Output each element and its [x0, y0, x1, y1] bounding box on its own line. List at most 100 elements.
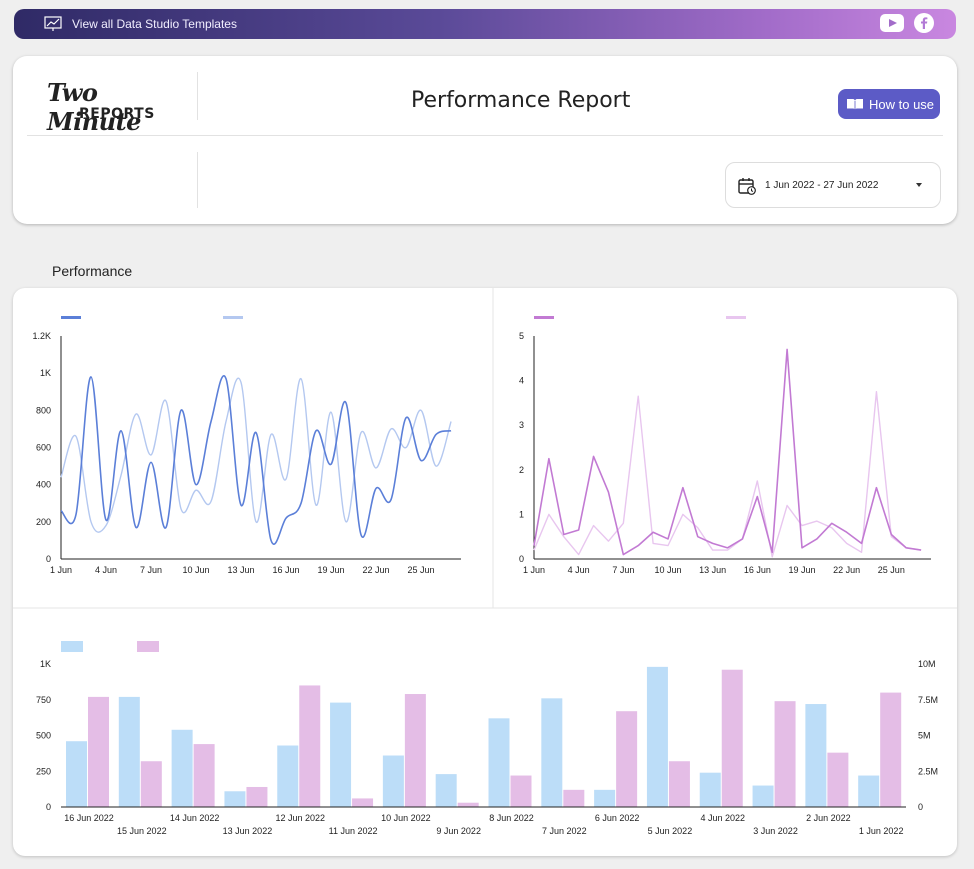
chart1-y-tick-label: 0 — [46, 554, 51, 564]
bar-series-2 — [299, 685, 321, 807]
bar-series-2 — [563, 789, 585, 807]
chart2-y-tick-label: 3 — [519, 420, 524, 430]
logo: Two Minute REPORTS — [47, 78, 187, 136]
bar-series-1 — [805, 704, 827, 807]
chart2-y-tick-label: 1 — [519, 509, 524, 519]
bar-series-2 — [88, 696, 109, 807]
chart2-x-tick-label: 22 Jun — [833, 565, 860, 575]
chart2-x-tick-label: 7 Jun — [612, 565, 634, 575]
chart1-x-tick-label: 19 Jun — [318, 565, 345, 575]
chart1-x-tick-label: 1 Jun — [50, 565, 72, 575]
chart2-x-tick-label: 1 Jun — [523, 565, 545, 575]
logo-bottom-text: REPORTS — [79, 106, 155, 122]
bar-category-label: 13 Jun 2022 — [223, 826, 273, 836]
chart2-series-line-2 — [533, 391, 922, 558]
youtube-icon[interactable] — [880, 14, 904, 32]
how-to-use-label: How to use — [869, 96, 935, 112]
chart2-y-tick-label: 4 — [519, 376, 524, 386]
bar-series-1 — [66, 741, 87, 807]
chart2-y-tick-label: 5 — [519, 331, 524, 341]
bar-category-label: 4 Jun 2022 — [700, 813, 745, 823]
chevron-down-icon — [916, 183, 922, 187]
facebook-icon[interactable] — [914, 13, 934, 33]
bar-right-tick-label: 7.5M — [918, 695, 938, 705]
bar-left-tick-label: 750 — [36, 695, 51, 705]
bar-series-2 — [457, 802, 479, 807]
bar-series-2 — [352, 798, 374, 807]
bar-series-1 — [224, 791, 246, 807]
bar-category-label: 9 Jun 2022 — [436, 826, 481, 836]
chart1-x-tick-label: 25 Jun — [408, 565, 435, 575]
bar-series-1 — [277, 745, 299, 807]
bar-category-label: 16 Jun 2022 — [64, 813, 114, 823]
charts-card: 0 200 400 600 800 1K 1.2K 1 Jun 4 Jun 7 Jun 10 Jun… — [13, 288, 957, 856]
bar-category-label: 11 Jun 2022 — [329, 826, 378, 836]
bar-series-1 — [382, 755, 404, 807]
bar-series-1 — [118, 696, 140, 807]
chart1-x-tick-label: 16 Jun — [273, 565, 300, 575]
chart2-x-tick-label: 16 Jun — [744, 565, 771, 575]
top-banner[interactable]: View all Data Studio Templates — [14, 9, 956, 39]
bar-series-2 — [140, 761, 162, 807]
bar-series-1 — [541, 698, 563, 807]
bar-legend-swatch — [61, 641, 83, 652]
chart1-y-tick-label: 800 — [36, 405, 51, 415]
chart2-y-tick-label: 2 — [519, 465, 524, 475]
bar-category-label: 12 Jun 2022 — [275, 813, 325, 823]
bar-series-2 — [246, 786, 268, 807]
bar-category-label: 15 Jun 2022 — [117, 826, 167, 836]
chart2-x-tick-label: 25 Jun — [878, 565, 905, 575]
chart1-y-tick-label: 600 — [36, 443, 51, 453]
bar-category-label: 3 Jun 2022 — [753, 826, 798, 836]
bar-series-1 — [171, 729, 193, 807]
bar-series-1 — [699, 772, 721, 807]
chart2-x-tick-label: 19 Jun — [788, 565, 815, 575]
divider — [197, 152, 198, 208]
bar-legend-swatch — [137, 641, 159, 652]
bar-series-2 — [404, 694, 426, 807]
chart1-x-tick-label: 10 Jun — [183, 565, 210, 575]
templates-link[interactable]: View all Data Studio Templates — [72, 17, 237, 31]
how-to-use-button[interactable]: How to use — [838, 89, 940, 119]
chart1-x-tick-label: 7 Jun — [140, 565, 162, 575]
chart1-legend-swatch — [223, 316, 243, 319]
chart2-x-tick-label: 13 Jun — [699, 565, 726, 575]
bar-series-2 — [721, 669, 743, 807]
chart1-series-line-1 — [60, 375, 452, 545]
logo-top-text: Two Minute — [47, 78, 141, 136]
bar-series-2 — [616, 711, 638, 807]
bar-category-label: 1 Jun 2022 — [859, 826, 904, 836]
bar-series-1 — [752, 785, 774, 807]
chart1-y-tick-label: 400 — [36, 480, 51, 490]
date-range-picker[interactable]: 1 Jun 2022 - 27 Jun 2022 — [725, 162, 941, 208]
chart2-series-line-1 — [533, 348, 922, 556]
chart1-x-tick-label: 22 Jun — [363, 565, 390, 575]
bar-series-1 — [330, 702, 352, 807]
bar-series-1 — [435, 774, 457, 807]
chart2-legend-swatch — [534, 316, 554, 319]
bar-right-tick-label: 10M — [918, 659, 936, 669]
bar-left-tick-label: 0 — [46, 802, 51, 812]
bar-series-1 — [488, 718, 510, 807]
bar-category-label: 10 Jun 2022 — [381, 813, 431, 823]
bar-category-label: 8 Jun 2022 — [489, 813, 534, 823]
calendar-icon — [738, 178, 756, 195]
bar-category-label: 6 Jun 2022 — [595, 813, 640, 823]
bar-category-label: 5 Jun 2022 — [648, 826, 693, 836]
chart2-x-tick-label: 10 Jun — [654, 565, 681, 575]
chart1-y-tick-label: 200 — [36, 517, 51, 527]
bar-series-2 — [510, 775, 532, 807]
chart1-x-tick-label: 13 Jun — [228, 565, 255, 575]
chart1-x-tick-label: 4 Jun — [95, 565, 117, 575]
divider — [27, 135, 943, 136]
section-title: Performance — [52, 263, 133, 279]
header-card: Two Minute REPORTS Performance Report Ho… — [13, 56, 957, 224]
bar-series-2 — [193, 744, 215, 807]
bar-category-label: 7 Jun 2022 — [542, 826, 587, 836]
bar-right-tick-label: 5M — [918, 731, 931, 741]
chart2-x-tick-label: 4 Jun — [568, 565, 590, 575]
chart1-legend-swatch — [61, 316, 81, 319]
chart2-legend-swatch — [726, 316, 746, 319]
bar-series-1 — [858, 775, 880, 807]
bar-right-tick-label: 0 — [918, 802, 923, 812]
